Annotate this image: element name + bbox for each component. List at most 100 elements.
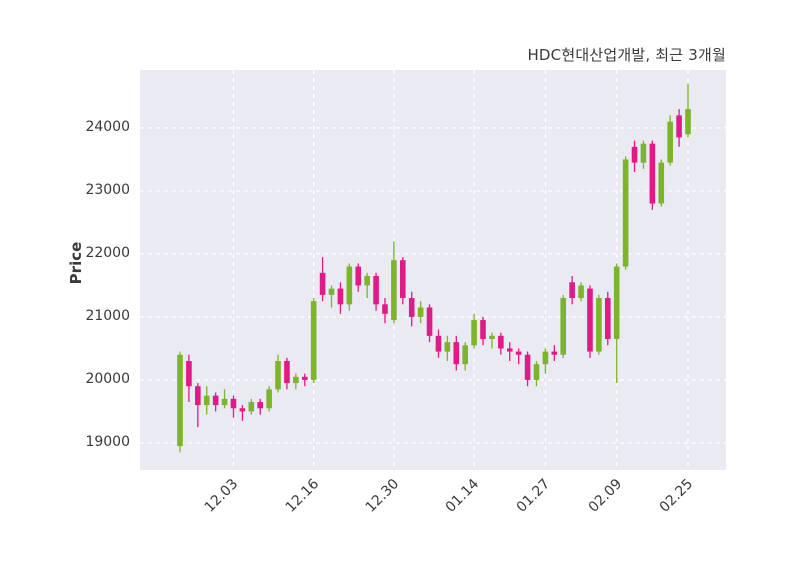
candle (471, 313, 477, 349)
candle-body (489, 335, 495, 339)
candle-body (408, 298, 415, 317)
candle (462, 342, 468, 371)
candle-body (640, 143, 647, 163)
y-tick-label: 21000 (85, 307, 130, 324)
x-tick-label: 12.03 (202, 476, 242, 516)
candle (676, 109, 682, 147)
candle (195, 383, 201, 428)
candle-body (631, 146, 638, 163)
x-tick-label: 02.25 (656, 476, 697, 516)
candle (604, 291, 611, 346)
candle-body (417, 307, 424, 317)
candle (560, 294, 567, 358)
candle-body (212, 395, 219, 406)
candle-body (195, 386, 201, 406)
candle-body (203, 395, 210, 406)
candle (337, 282, 344, 314)
candle-body (426, 307, 433, 336)
candle (622, 156, 629, 270)
candle (177, 351, 183, 453)
x-tick-label: 12.30 (362, 476, 403, 516)
candle (355, 263, 362, 292)
candle (569, 275, 575, 305)
y-tick-label: 22000 (85, 244, 130, 261)
candle-body (266, 389, 272, 409)
candle (649, 140, 656, 210)
candle-body (471, 320, 477, 346)
candle-body (506, 348, 513, 352)
candle (426, 304, 433, 343)
x-tick-label: 01.14 (442, 476, 483, 516)
candle-body (524, 354, 531, 380)
candle-body (230, 398, 237, 409)
y-tick-label: 19000 (85, 433, 130, 450)
candle-body (382, 304, 388, 314)
candle (480, 316, 486, 346)
candle (640, 140, 647, 169)
candle-body (221, 398, 228, 406)
x-tick-label: 12.16 (282, 476, 322, 516)
candle-body (498, 335, 504, 349)
candle-body (346, 266, 353, 305)
candle-body (444, 342, 451, 352)
candle-body (667, 121, 673, 163)
candle-body (560, 298, 567, 355)
candle-body (622, 159, 629, 267)
chart-title: HDC현대산업개발, 최근 3개월 (527, 46, 726, 64)
candle (391, 241, 397, 324)
candle-body (373, 275, 379, 305)
candle (444, 335, 451, 362)
candle-body (301, 376, 308, 380)
candle (587, 285, 593, 358)
candle (186, 354, 192, 402)
candle (382, 298, 388, 324)
candle (328, 285, 335, 308)
candle-body (177, 354, 183, 447)
candle-body (328, 288, 335, 295)
candle-body (257, 401, 264, 409)
candle (515, 348, 522, 365)
candle-body (587, 288, 593, 352)
candle-body (355, 266, 362, 286)
x-tick-label: 02.09 (585, 476, 626, 516)
candle-body (533, 364, 540, 380)
candle (310, 298, 317, 384)
candle (319, 257, 326, 302)
candle-body (310, 301, 317, 380)
candle-body (542, 351, 549, 365)
candle (284, 357, 290, 390)
candle-body (239, 408, 246, 412)
candle-body (186, 361, 192, 387)
candle-body (685, 109, 691, 135)
x-tick-label: 01.27 (514, 476, 554, 516)
candle (257, 398, 264, 415)
candle (524, 351, 531, 387)
candle-body (569, 282, 575, 299)
candle-body (596, 298, 602, 352)
candle-body (364, 275, 370, 286)
candle-body (391, 260, 397, 321)
candle (301, 373, 308, 387)
candle (658, 159, 665, 207)
candle-body (284, 361, 290, 384)
candle (417, 301, 424, 324)
candle (453, 335, 460, 371)
candle (435, 329, 442, 358)
candle-body (319, 272, 326, 295)
candle (542, 348, 549, 374)
candle (203, 386, 210, 415)
candle-body (613, 266, 620, 339)
candle (613, 263, 620, 384)
candle-body (604, 298, 611, 339)
candle (346, 263, 353, 311)
candle (275, 354, 281, 393)
candle (230, 395, 237, 418)
candle-body (435, 335, 442, 352)
plot-background (140, 70, 726, 470)
candle-body (480, 320, 486, 339)
candle-body (275, 361, 281, 390)
candle (400, 257, 406, 305)
candle-body (453, 342, 460, 365)
candle-body (658, 162, 665, 204)
